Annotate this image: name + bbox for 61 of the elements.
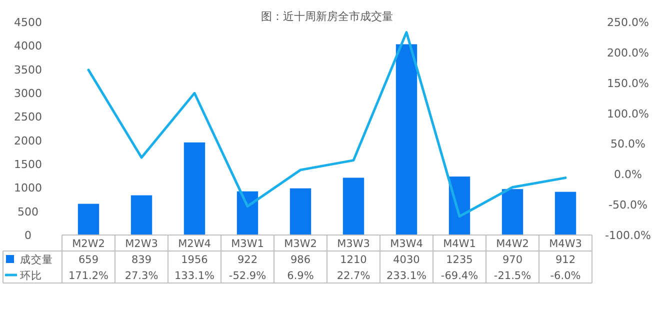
y-tick-label: 0 [24, 229, 32, 242]
data-label: 1235 [446, 254, 473, 266]
data-label: 4030 [393, 254, 420, 266]
data-label: 6.9% [287, 270, 314, 282]
data-label: -21.5% [494, 270, 532, 282]
bar [396, 44, 418, 235]
y-tick-label: 2000 [14, 134, 42, 148]
data-label: 233.1% [386, 270, 427, 282]
data-label: 839 [131, 254, 152, 266]
x-tick-label: M3W4 [390, 238, 424, 250]
bar [342, 178, 364, 235]
x-tick-label: M3W1 [231, 238, 264, 250]
x-tick-label: M2W3 [125, 238, 158, 250]
bar [78, 204, 100, 235]
x-tick-label: M4W3 [549, 238, 582, 250]
x-tick-label: M3W2 [284, 238, 317, 250]
y-tick-label: 3000 [14, 87, 42, 100]
y-tick-label: 500 [18, 205, 38, 218]
data-label: 1210 [340, 254, 367, 266]
legend-label: 环比 [20, 269, 42, 282]
data-label: -6.0% [550, 270, 581, 282]
data-label: 922 [237, 254, 258, 266]
data-label: 659 [78, 254, 99, 266]
y-tick-label: 2500 [14, 110, 42, 124]
bar [554, 192, 576, 235]
x-tick-label: M2W2 [72, 238, 105, 250]
data-label: 27.3% [124, 270, 158, 282]
y-tick-label: 3500 [14, 63, 42, 76]
bar [290, 188, 312, 235]
y2-tick-label: -100.0% [605, 229, 651, 242]
data-label: 986 [290, 254, 311, 266]
y2-tick-label: 100.0% [607, 107, 649, 120]
x-tick-label: M3W3 [337, 238, 370, 250]
x-tick-label: M2W4 [178, 238, 212, 250]
bar [130, 195, 152, 235]
data-label: 133.1% [174, 270, 215, 282]
x-tick-label: M4W1 [443, 238, 476, 250]
y2-tick-label: -50.0% [608, 198, 648, 212]
data-label: -69.4% [440, 270, 478, 282]
data-label: 912 [555, 254, 576, 266]
bar [236, 191, 258, 235]
y-tick-label: 4000 [14, 40, 42, 53]
bar [502, 189, 524, 235]
y-tick-label: 1500 [14, 158, 42, 171]
data-label: 171.2% [68, 270, 109, 282]
data-label: 1956 [181, 254, 208, 266]
y2-tick-label: 0.0% [614, 168, 642, 182]
y2-tick-label: 200.0% [607, 46, 649, 60]
y-tick-label: 4500 [14, 16, 42, 29]
y2-tick-label: 150.0% [607, 76, 649, 90]
line-series [87, 31, 567, 218]
data-label: 22.7% [336, 270, 370, 282]
y2-tick-label: 250.0% [607, 16, 649, 29]
data-label: 970 [502, 254, 523, 266]
y-tick-label: 1000 [14, 182, 42, 195]
data-label: -52.9% [228, 270, 266, 282]
chart-title: 图：近十周新房全市成交量 [261, 10, 393, 23]
x-tick-label: M4W2 [496, 238, 529, 250]
bar [184, 142, 206, 235]
y2-tick-label: 50.0% [610, 138, 646, 151]
legend-label: 成交量 [20, 253, 53, 266]
